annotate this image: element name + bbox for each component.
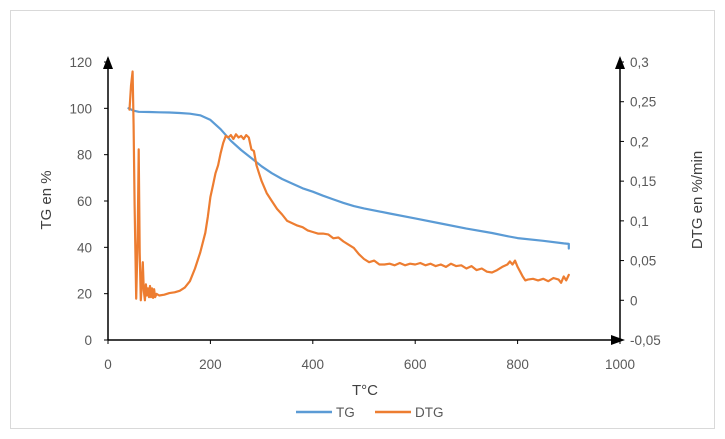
y-right-tick-label: 0,25: [630, 95, 656, 110]
y-axis-left-title: TG en %: [38, 170, 55, 229]
legend-label-tg: TG: [336, 405, 355, 420]
y-right-tick-label: -0,05: [630, 333, 661, 348]
axes-layer: [103, 56, 625, 345]
x-tick-label: 1000: [605, 357, 635, 372]
chart-border: [10, 10, 715, 429]
y-left-tick-label: 20: [77, 287, 92, 302]
y-left-tick-label: 60: [77, 194, 92, 209]
x-axis-arrow: [611, 335, 625, 345]
legend: TG DTG: [296, 405, 444, 420]
series-layer: [127, 70, 570, 302]
series-line-tg: [127, 107, 570, 250]
x-tick-label: 200: [199, 357, 222, 372]
ticks-layer: 0 200 400 600 800 1000 0 20 40 60 80 100 120 -0,05 0 0,…: [69, 55, 660, 372]
x-tick-label: 800: [506, 357, 529, 372]
legend-label-dtg: DTG: [415, 405, 444, 420]
x-tick-label: 0: [104, 357, 112, 372]
y-right-tick-label: 0: [630, 293, 638, 308]
y-right-tick-label: 0,1: [630, 214, 649, 229]
y-left-tick-label: 40: [77, 240, 92, 255]
y-right-tick-label: 0,15: [630, 174, 656, 189]
x-tick-label: 600: [404, 357, 427, 372]
x-tick-label: 400: [302, 357, 325, 372]
series-line-dtg: [128, 70, 570, 302]
y-left-tick-label: 0: [84, 333, 92, 348]
y-left-tick-label: 100: [69, 101, 92, 116]
y-right-tick-label: 0,05: [630, 254, 656, 269]
y-axis-right-title: DTG en %/min: [689, 151, 706, 249]
y-left-tick-label: 120: [69, 55, 92, 70]
y-left-tick-label: 80: [77, 148, 92, 163]
x-axis-title: T°C: [352, 382, 378, 399]
y-right-tick-label: 0,3: [630, 55, 649, 70]
y-right-tick-label: 0,2: [630, 134, 649, 149]
